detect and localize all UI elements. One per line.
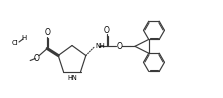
Text: NH: NH bbox=[95, 43, 105, 49]
Text: O: O bbox=[117, 42, 123, 51]
Text: O: O bbox=[44, 28, 50, 37]
Text: O: O bbox=[104, 26, 110, 35]
Text: H: H bbox=[21, 35, 27, 41]
Text: O: O bbox=[33, 54, 39, 63]
Text: HN: HN bbox=[67, 75, 77, 81]
Text: Cl: Cl bbox=[12, 40, 18, 46]
